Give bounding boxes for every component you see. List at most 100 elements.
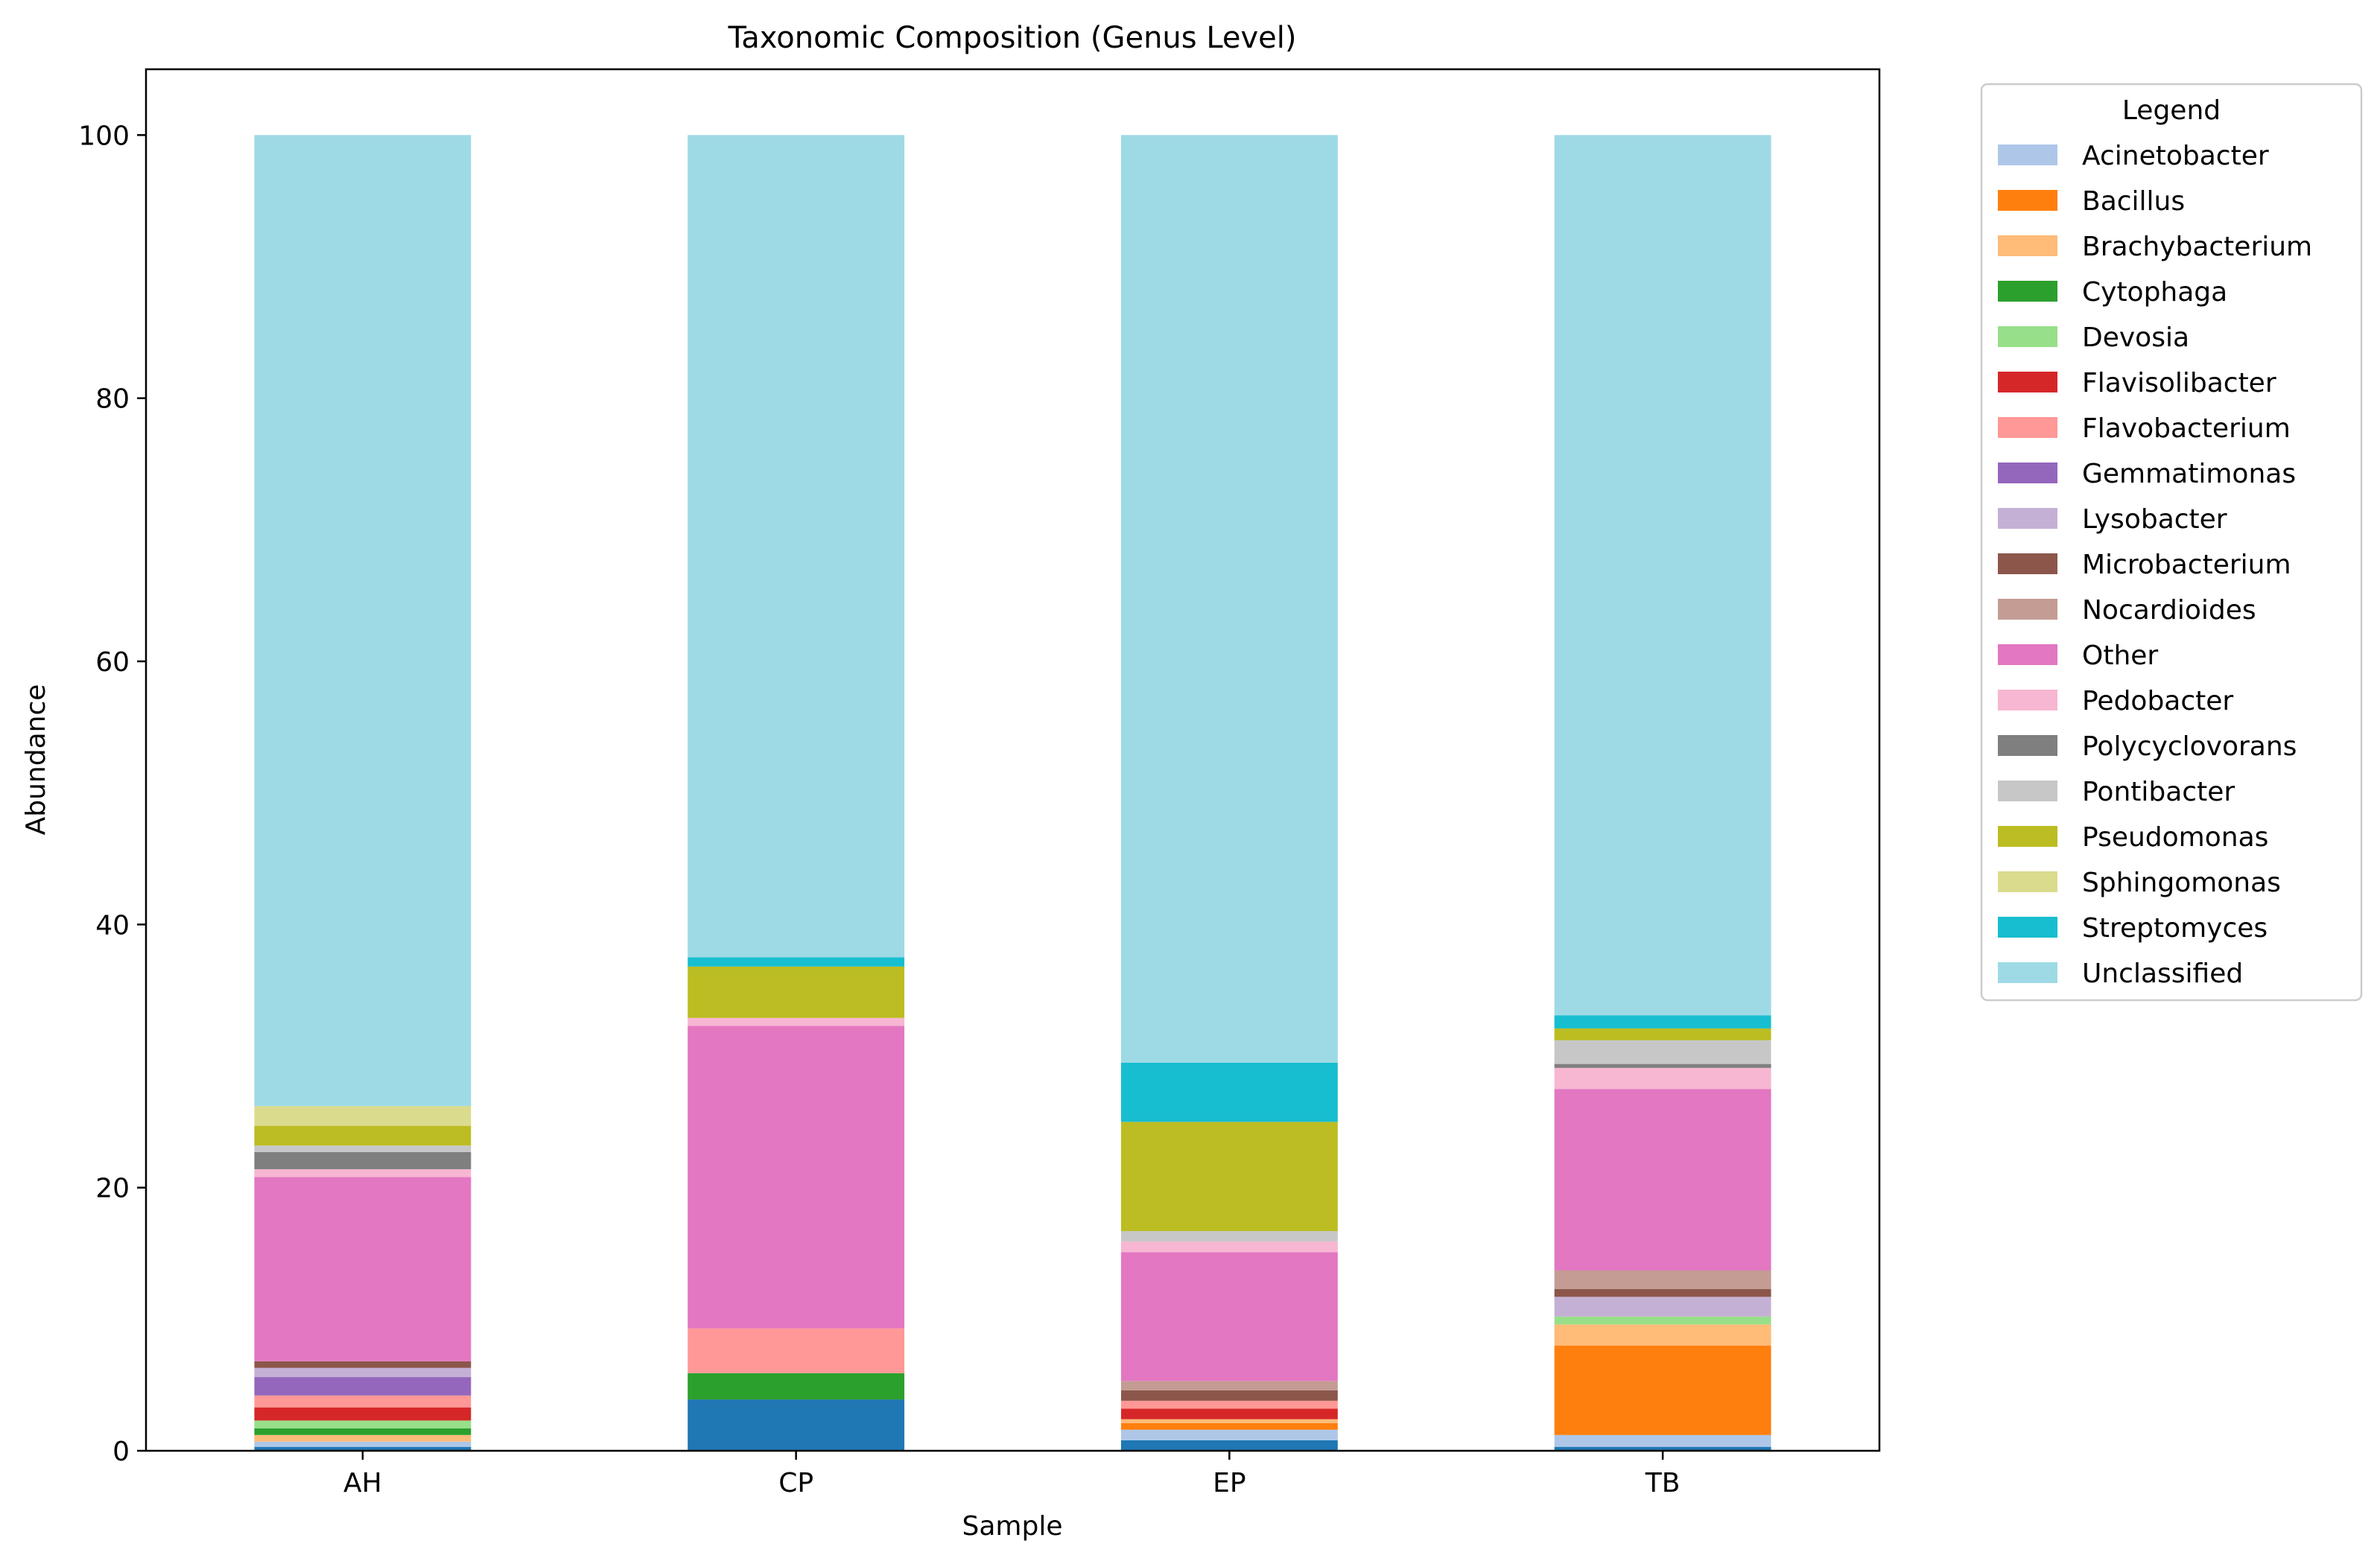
bar-segment-tb-pontibacter [1554, 1040, 1771, 1064]
bar-segment-ep-brachybacterium [1120, 1419, 1338, 1423]
legend-label-gemmatimonas: Gemmatimonas [2082, 459, 2296, 489]
bar-segment-ah-flavobacterium [254, 1395, 472, 1408]
bar-segment-cp-unclassified [688, 135, 905, 958]
bar-segment-cp-flavobacterium [688, 1328, 905, 1373]
bar-segment-ep-microbacterium [1120, 1390, 1338, 1401]
legend-swatch-acinetobacter [1998, 144, 2057, 165]
legend-label-other: Other [2082, 640, 2158, 671]
legend-swatch-unclassified [1998, 962, 2057, 983]
bar-segment-ah-lysobacter [254, 1367, 472, 1378]
legend-swatch-gemmatimonas [1998, 462, 2057, 483]
x-axis-label: Sample [962, 1511, 1063, 1542]
bar-segment-tb-pseudomonas [1554, 1028, 1771, 1040]
legend-label-brachybacterium: Brachybacterium [2082, 232, 2312, 262]
legend-label-pseudomonas: Pseudomonas [2082, 822, 2268, 853]
bars-layer [254, 135, 1771, 1451]
bar-segment-tb-microbacterium [1554, 1288, 1771, 1297]
bar-segment-tb-polycyclovorans [1554, 1064, 1771, 1068]
legend-swatch-microbacterium [1998, 553, 2057, 574]
legend-swatch-nocardioides [1998, 599, 2057, 620]
bar-segment-ep-streptomyces [1120, 1062, 1338, 1122]
legend-label-nocardioides: Nocardioides [2082, 595, 2256, 626]
legend-label-flavisolibacter: Flavisolibacter [2082, 368, 2276, 398]
y-tick-label: 80 [95, 384, 130, 415]
legend-swatch-devosia [1998, 326, 2057, 347]
y-axis-label: Abundance [21, 684, 51, 836]
bar-segment-ah-acinetobacter [254, 1441, 472, 1447]
bar-segment-ah-cytophaga [254, 1428, 472, 1435]
bar-segment-tb-bacillus [1554, 1345, 1771, 1435]
ticks-layer: 0 20 40 60 80 100 AH CP EP TB [78, 121, 1680, 1498]
bar-segment-tb-acinetobacter [1554, 1434, 1771, 1447]
x-tick-label: AH [343, 1468, 382, 1498]
bar-segment-cp-pedobacter [688, 1017, 905, 1026]
x-tick-label: EP [1213, 1468, 1245, 1498]
bar-segment-ep-pedobacter [1120, 1242, 1338, 1253]
legend-items: Acinetobacter Bacillus Brachybacterium Cyto… [1998, 141, 2312, 989]
legend-swatch-cytophaga [1998, 281, 2057, 302]
bar-segment-cp-streptomyces [688, 957, 905, 967]
y-tick-label: 0 [112, 1437, 130, 1467]
legend-label-pedobacter: Pedobacter [2082, 686, 2233, 716]
legend-swatch-streptomyces [1998, 917, 2057, 938]
legend-swatch-lysobacter [1998, 508, 2057, 529]
legend-swatch-flavobacterium [1998, 417, 2057, 438]
bar-segment-ep-flavobacterium [1120, 1400, 1338, 1409]
bar-segment-ah-pedobacter [254, 1169, 472, 1177]
bar-segment-ah-pseudomonas [254, 1125, 472, 1146]
bar-segment-ah-other [254, 1177, 472, 1361]
legend-swatch-pseudomonas [1998, 826, 2057, 847]
bar-segment-ah-gemmatimonas [254, 1377, 472, 1396]
bar-segment-ep-other [1120, 1252, 1338, 1382]
bar-segment-ep-pontibacter [1120, 1230, 1338, 1242]
bar-segment-ep-acinetobacter [1120, 1429, 1338, 1440]
legend-label-unclassified: Unclassified [2082, 958, 2243, 989]
bar-segment-ah-sphingomonas [254, 1106, 472, 1126]
bar-segment-ah-devosia [254, 1420, 472, 1428]
y-tick-label: 60 [95, 647, 130, 678]
legend-label-cytophaga: Cytophaga [2082, 277, 2227, 308]
bar-segment-ah-unclassified [254, 135, 472, 1107]
x-tick-label: CP [778, 1468, 813, 1498]
chart-title: Taxonomic Composition (Genus Level) [727, 21, 1296, 55]
legend-label-pontibacter: Pontibacter [2082, 777, 2235, 807]
bar-segment-tb-pedobacter [1554, 1067, 1771, 1090]
legend-label-polycyclovorans: Polycyclovorans [2082, 731, 2297, 762]
legend: Legend Acinetobacter Bacillus Brachybacter… [1980, 83, 2363, 1002]
legend-swatch-polycyclovorans [1998, 735, 2057, 756]
bar-segment-tb-nocardioides [1554, 1270, 1771, 1289]
bar-segment-tb-brachybacterium [1554, 1324, 1771, 1346]
bar-segment-ep-nocardioides [1120, 1381, 1338, 1390]
bar-segment-ep-unclassified [1120, 135, 1338, 1063]
legend-swatch-flavisolibacter [1998, 372, 2057, 392]
bar-segment-ah-polycyclovorans [254, 1151, 472, 1169]
bar-segment-ep-flavisolibacter [1120, 1408, 1338, 1419]
legend-swatch-other [1998, 644, 2057, 665]
y-tick-label: 20 [95, 1174, 130, 1204]
bar-segment-ah-pontibacter [254, 1145, 472, 1152]
bar-segment-tb-unclassified [1554, 135, 1771, 1016]
bar-segment-cp-series-0 [688, 1399, 905, 1451]
y-tick-label: 100 [78, 121, 130, 151]
bar-segment-cp-pseudomonas [688, 966, 905, 1018]
legend-swatch-pontibacter [1998, 780, 2057, 801]
bar-segment-tb-streptomyces [1554, 1015, 1771, 1029]
legend-label-flavobacterium: Flavobacterium [2082, 413, 2291, 444]
legend-swatch-pedobacter [1998, 690, 2057, 710]
legend-swatch-sphingomonas [1998, 871, 2057, 892]
legend-label-microbacterium: Microbacterium [2082, 550, 2291, 580]
y-tick-label: 40 [95, 910, 130, 941]
bar-segment-ah-flavisolibacter [254, 1407, 472, 1421]
bar-segment-tb-series-0 [1554, 1446, 1771, 1451]
bar-segment-ah-microbacterium [254, 1361, 472, 1368]
legend-label-acinetobacter: Acinetobacter [2082, 141, 2269, 171]
bar-segment-cp-cytophaga [688, 1373, 905, 1400]
legend-title: Legend [2122, 95, 2221, 126]
bar-segment-ep-pseudomonas [1120, 1122, 1338, 1231]
legend-label-devosia: Devosia [2082, 322, 2189, 353]
legend-label-sphingomonas: Sphingomonas [2082, 868, 2281, 898]
bar-segment-tb-other [1554, 1089, 1771, 1271]
axes-frame [145, 68, 1881, 1452]
